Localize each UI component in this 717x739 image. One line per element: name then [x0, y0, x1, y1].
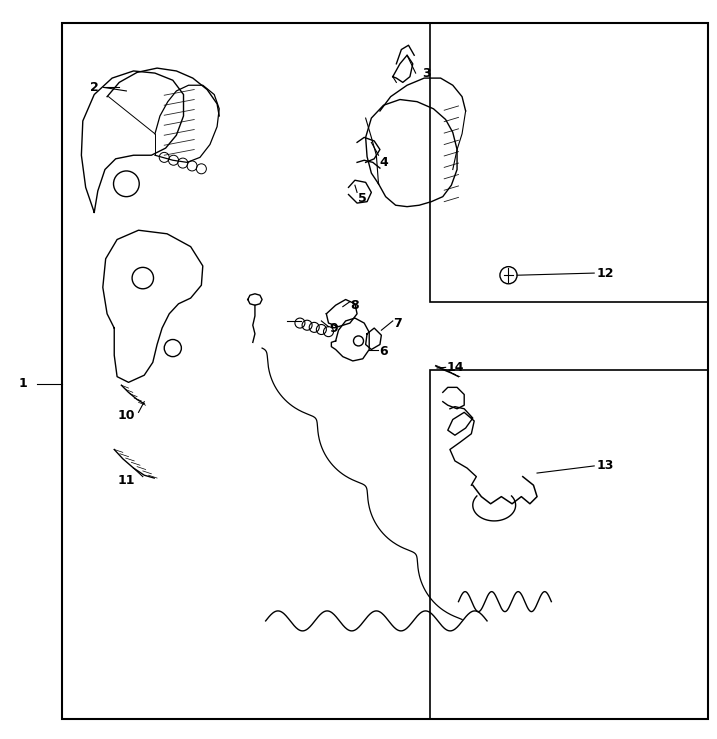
Text: 12: 12	[596, 267, 614, 279]
Text: 6: 6	[379, 345, 388, 358]
Bar	[430, 370, 708, 720]
Text: 11: 11	[118, 474, 135, 487]
Text: 8: 8	[351, 299, 359, 312]
Text: 4: 4	[379, 156, 388, 169]
Text: 1: 1	[19, 378, 27, 390]
Text: 5: 5	[358, 191, 366, 205]
Text: 3: 3	[422, 67, 431, 80]
Text: 7: 7	[394, 316, 402, 330]
Text: 9: 9	[329, 321, 338, 335]
Text: 14: 14	[446, 361, 464, 374]
Text: 2: 2	[90, 81, 99, 94]
Text: 10: 10	[118, 409, 135, 423]
Bar	[430, 23, 708, 302]
Text: 13: 13	[597, 460, 614, 472]
